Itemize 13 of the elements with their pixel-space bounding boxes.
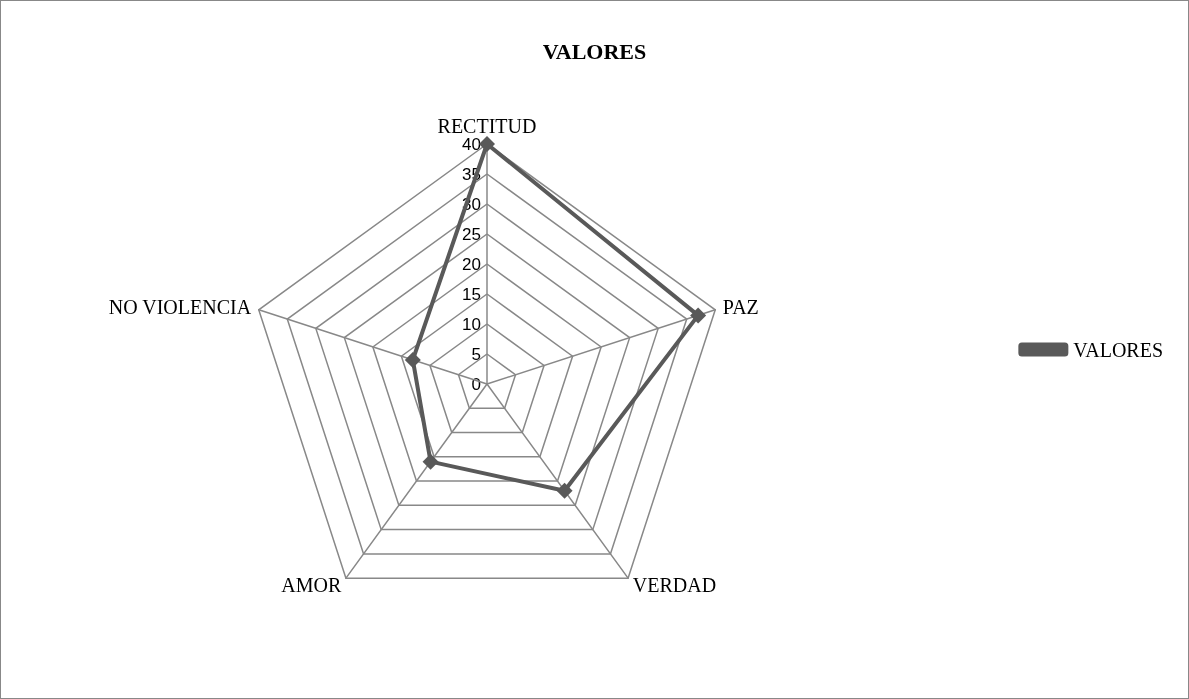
spoke-label: RECTITUD (437, 115, 537, 137)
chart-title: VALORES (542, 38, 647, 64)
spoke-label: VERDAD (632, 573, 717, 596)
spoke-label: PAZ (722, 296, 759, 319)
y-tick-label: 25 (462, 224, 481, 244)
spoke-label: NO VIOLENCIA (108, 296, 252, 319)
spoke-label: AMOR (281, 573, 342, 596)
y-tick-label: 15 (462, 284, 481, 304)
y-tick-label: 10 (462, 314, 481, 334)
legend-label: VALORES (1073, 338, 1164, 361)
y-tick-label: 5 (471, 344, 481, 364)
y-tick-label: 40 (462, 134, 481, 154)
y-tick-label: 20 (462, 254, 481, 274)
